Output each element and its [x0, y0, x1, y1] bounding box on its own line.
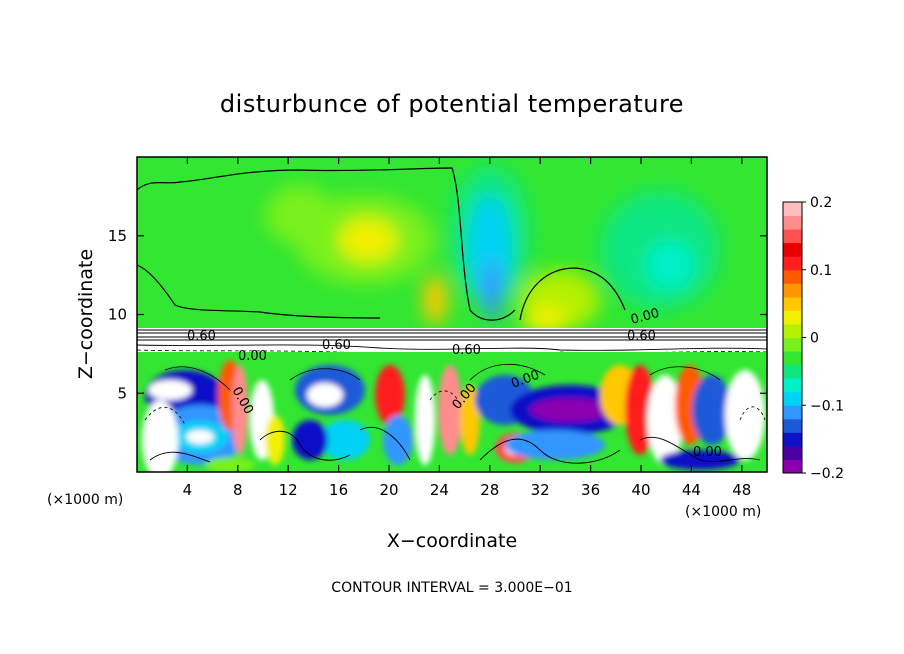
colorbar: 0.2 0.1 0 −0.1 −0.2 [782, 195, 844, 482]
colorbar-swatch [783, 418, 802, 433]
colorbar-swatch [783, 351, 802, 366]
colorbar-swatch [783, 269, 802, 284]
colorbar-tick-label: 0.2 [810, 195, 832, 211]
y-axis-ticks: 5 10 15 [108, 227, 767, 402]
contour-labels: 0.60 0.60 0.60 0.60 0.00 0.00 0.00 0.00 … [187, 306, 722, 460]
colorbar-swatch [783, 202, 802, 217]
chart-title: disturbunce of potential temperature [220, 90, 684, 118]
colorbar-swatch [783, 378, 802, 393]
contour-label: 0.60 [627, 329, 656, 344]
x-tick-label: 20 [379, 481, 398, 499]
x-tick-label: 36 [581, 481, 600, 499]
colorbar-tick-label: −0.2 [810, 466, 844, 482]
y-tick-label: 10 [108, 306, 127, 324]
contour-label: 0.00 [238, 349, 267, 364]
contour-interval-footer: CONTOUR INTERVAL = 3.000E−01 [331, 580, 572, 596]
x-tick-label: 4 [183, 481, 193, 499]
colorbar-tick-label: −0.1 [810, 398, 844, 414]
x-tick-label: 24 [430, 481, 449, 499]
contour-label: 0.60 [322, 338, 351, 353]
contour-label: 0.00 [629, 306, 661, 328]
contour-label: 0.00 [693, 445, 722, 460]
x-tick-label: 32 [531, 481, 550, 499]
y-axis-label: Z−coordinate [75, 249, 97, 379]
colorbar-swatch [783, 364, 802, 379]
x-tick-label: 28 [480, 481, 499, 499]
y-tick-label: 15 [108, 227, 127, 245]
colorbar-swatch [783, 310, 802, 325]
x-tick-label: 48 [732, 481, 751, 499]
x-unit-right: (×1000 m) [685, 504, 761, 520]
colorbar-swatch [783, 337, 802, 352]
colorbar-swatch [783, 432, 802, 447]
x-tick-label: 16 [329, 481, 348, 499]
colorbar-swatch [783, 256, 802, 271]
contour-label: 0.60 [187, 329, 216, 344]
x-axis-label: X−coordinate [387, 530, 517, 552]
x-tick-label: 12 [279, 481, 298, 499]
heatmap-field [137, 157, 767, 472]
colorbar-tick-label: 0.1 [810, 263, 832, 279]
y-tick-label: 5 [117, 384, 127, 402]
x-axis-ticks: 4 8 12 16 20 24 28 32 36 40 44 48 [183, 157, 751, 499]
colorbar-swatch [783, 215, 802, 230]
contour-label: 0.60 [452, 343, 481, 358]
x-unit-left: (×1000 m) [47, 492, 123, 508]
x-tick-label: 44 [682, 481, 701, 499]
colorbar-swatch [783, 391, 802, 406]
colorbar-swatch [783, 323, 802, 338]
colorbar-swatch [783, 445, 802, 460]
colorbar-swatch [783, 283, 802, 298]
colorbar-swatch [783, 296, 802, 311]
x-tick-label: 8 [233, 481, 243, 499]
colorbar-swatch [783, 242, 802, 257]
x-tick-label: 40 [631, 481, 650, 499]
colorbar-swatch [783, 459, 802, 474]
colorbar-swatch [783, 229, 802, 244]
colorbar-tick-label: 0 [810, 331, 819, 347]
colorbar-swatch [783, 405, 802, 420]
